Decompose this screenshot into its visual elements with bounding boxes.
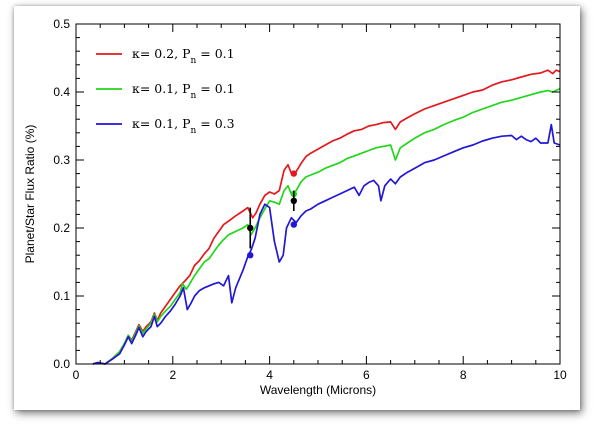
axes: 0 2 4 6 8 10 0.0 0.1 0.2 0.3 0.4 0.5 [53,17,567,382]
model-marker-1 [247,252,254,259]
legend: κ= 0.2, Pn = 0.1 κ= 0.1, Pn = 0.1 κ= 0.1, … [96,46,235,136]
x-tick-label: 0 [73,368,80,382]
plot-area [92,69,561,365]
y-tick-label: 0.3 [53,153,70,167]
axes-box [75,23,561,365]
y-tick-label: 0.2 [53,221,70,235]
series-line-1 [92,69,561,365]
y-tick-label: 0.4 [53,85,70,99]
model-marker-3 [290,170,297,177]
model-marker-2 [290,221,297,228]
observation-point-1 [247,224,254,232]
x-tick-label: 10 [553,368,567,382]
legend-entry-2: κ= 0.1, Pn = 0.1 [132,81,235,101]
y-axis-label: Planet/Star Flux Ratio (%) [23,125,37,264]
legend-entry-1: κ= 0.2, Pn = 0.1 [132,46,235,66]
x-tick-label: 8 [460,368,467,382]
legend-entry-3: κ= 0.1, Pn = 0.3 [132,116,235,136]
x-tick-label: 6 [363,368,370,382]
x-tick-label: 4 [266,368,273,382]
x-tick-label: 2 [169,368,176,382]
y-tick-label: 0.0 [53,357,70,371]
y-tick-label: 0.5 [53,17,70,31]
figure-frame: 0 2 4 6 8 10 0.0 0.1 0.2 0.3 0.4 0.5 Wavelength (Mi… [14,6,580,410]
series-line-3 [92,123,561,365]
series-line-2 [92,87,561,365]
observation-point-2 [290,197,297,204]
x-axis-label: Wavelength (Microns) [260,383,376,397]
y-tick-label: 0.1 [53,289,70,303]
flux-ratio-chart: 0 2 4 6 8 10 0.0 0.1 0.2 0.3 0.4 0.5 Wavelength (Mi… [23,17,567,397]
